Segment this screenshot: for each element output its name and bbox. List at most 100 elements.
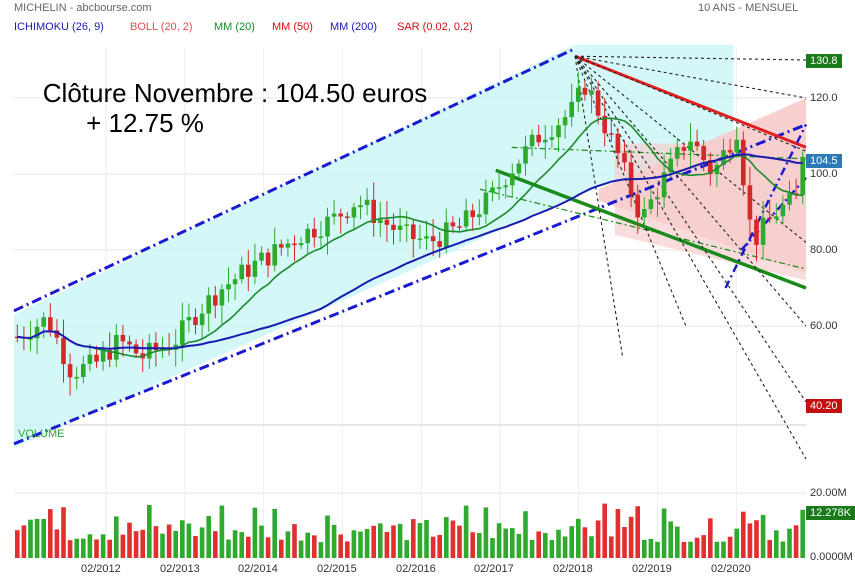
candle-body	[463, 210, 469, 227]
candle-body	[589, 90, 594, 95]
candle-body	[523, 146, 528, 164]
volume-bar	[483, 507, 489, 558]
candle-body	[542, 139, 548, 143]
candle-body	[622, 153, 627, 163]
chart-symbol: MICHELIN - abcbourse.com	[14, 2, 152, 14]
candle-body	[549, 137, 555, 140]
x-tick-label: 02/2014	[238, 563, 278, 575]
moving-averages	[17, 117, 803, 358]
candle-body	[371, 199, 377, 223]
volume-tick: 0.0000M	[810, 551, 853, 563]
candle-body	[377, 219, 383, 223]
volume-bar	[344, 541, 350, 558]
volume-bar	[179, 520, 185, 558]
candle-body	[298, 243, 304, 246]
price-tick: 80.00	[810, 244, 838, 256]
x-tick-label: 02/2019	[632, 563, 672, 575]
candle-body	[179, 320, 185, 345]
candle-body	[186, 316, 192, 321]
volume-bar	[232, 530, 238, 558]
volume-bar	[707, 518, 713, 558]
annotation-line2: + 12.75 %	[86, 108, 204, 138]
x-tick-label: 02/2013	[160, 563, 200, 575]
volume-bar	[457, 525, 462, 558]
indicator-label: MM (20)	[214, 21, 255, 33]
candle-body	[787, 193, 792, 205]
volume-bar	[298, 540, 304, 558]
rebound-lower-line	[740, 176, 807, 251]
candle-body	[608, 133, 614, 135]
volume-bar	[470, 532, 476, 558]
volume-bar	[107, 539, 113, 558]
volume-bar	[21, 525, 27, 558]
x-tick-label: 02/2016	[396, 563, 436, 575]
volume-bar	[648, 538, 654, 558]
volume-bar	[245, 536, 251, 558]
volume-bar	[87, 534, 93, 558]
candle-body	[193, 316, 198, 326]
x-tick-label: 02/2018	[553, 563, 593, 575]
candle-body	[707, 160, 713, 175]
candle-body	[364, 199, 370, 206]
candle-body	[100, 350, 106, 362]
candle-body	[199, 313, 205, 326]
volume-bar	[476, 532, 482, 558]
volume-bar	[740, 511, 746, 558]
candle-body	[516, 163, 522, 174]
chart-period: 10 ANS - MENSUEL	[698, 2, 799, 14]
candle-body	[509, 173, 515, 186]
candle-body	[311, 228, 317, 238]
candle-body	[61, 337, 66, 365]
candle-body	[635, 194, 641, 218]
volume-tick: 20.00M	[810, 487, 847, 499]
candle-body	[437, 241, 443, 247]
volume-bar	[252, 507, 258, 558]
volume-bar	[780, 541, 786, 558]
candle-body	[410, 224, 416, 240]
volume-bar	[278, 539, 284, 558]
candle-body	[556, 125, 561, 138]
last-price-badge: 104.5	[806, 154, 842, 168]
volume-bar	[28, 519, 33, 558]
candle-body	[226, 284, 231, 290]
candle-body	[536, 134, 542, 143]
x-tick-label: 02/2017	[474, 563, 514, 575]
volume-title: VOLUME	[18, 428, 65, 440]
volume-bar	[186, 523, 192, 558]
candle-body	[344, 216, 350, 218]
candle-body	[747, 185, 753, 220]
candle-body	[476, 214, 482, 218]
volume-bar	[404, 540, 410, 558]
candle-body	[450, 222, 456, 227]
volume-bar	[410, 519, 416, 558]
volume-bar	[351, 530, 357, 558]
rebound-upper-line	[724, 124, 808, 289]
candle-body	[278, 244, 284, 248]
candle-body	[351, 207, 357, 218]
volume-bar	[94, 539, 99, 558]
price-tick: 60.00	[810, 320, 838, 332]
volume-bar	[721, 541, 726, 558]
volume-bar	[734, 528, 740, 558]
volume-bar	[67, 540, 73, 558]
fan-line	[574, 55, 807, 61]
annotation-line1: Clôture Novembre : 104.50 euros	[42, 78, 428, 108]
candle-body	[767, 217, 773, 220]
volume-bar	[133, 531, 139, 558]
volume-bar	[549, 539, 555, 558]
volume-bar	[760, 514, 766, 558]
volume-bar	[146, 505, 152, 558]
candle-body	[325, 216, 330, 237]
volume-bar	[582, 527, 588, 558]
low-badge: 40.20	[806, 399, 842, 413]
candle-body	[146, 342, 152, 359]
candle-body	[701, 146, 707, 161]
volume-bar	[443, 517, 449, 558]
x-tick-label: 02/2020	[711, 563, 751, 575]
volume-bar	[206, 515, 212, 558]
volume-bar	[641, 539, 647, 558]
volume-bar	[694, 537, 700, 558]
volume-bar	[239, 532, 245, 558]
candle-body	[107, 350, 113, 360]
candle-body	[358, 205, 363, 208]
